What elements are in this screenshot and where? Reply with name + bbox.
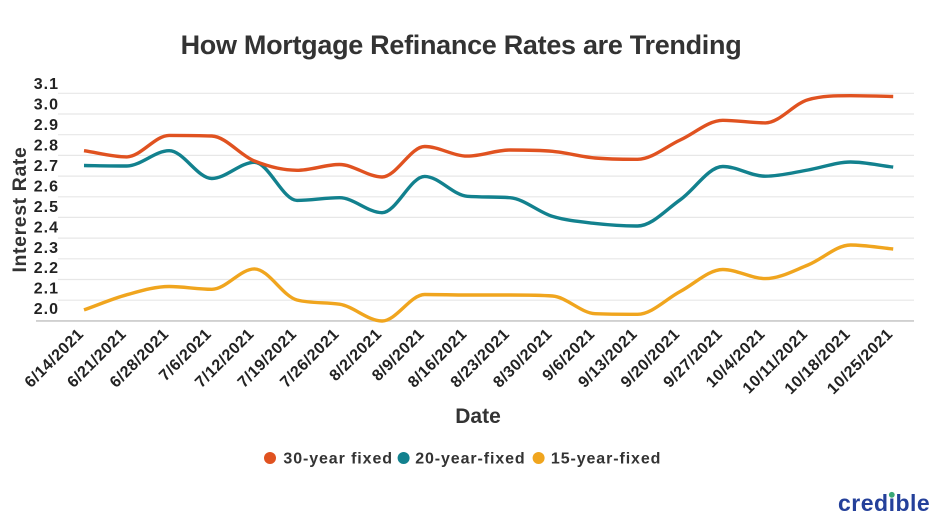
svg-text:How Mortgage Refinance Rates a: How Mortgage Refinance Rates are Trendin… (181, 30, 742, 60)
svg-text:2.5: 2.5 (34, 199, 59, 216)
svg-text:2.2: 2.2 (34, 260, 59, 277)
svg-text:2.8: 2.8 (34, 138, 59, 155)
svg-text:Date: Date (455, 405, 501, 428)
svg-text:2.4: 2.4 (34, 219, 59, 236)
svg-text:15-year-fixed: 15-year-fixed (551, 451, 661, 468)
svg-text:20-year-fixed: 20-year-fixed (415, 451, 525, 468)
svg-text:2.9: 2.9 (34, 117, 59, 134)
svg-text:2.3: 2.3 (34, 240, 59, 257)
svg-text:30-year fixed: 30-year fixed (283, 451, 393, 468)
svg-text:credıble: credıble (838, 490, 930, 516)
svg-text:2.0: 2.0 (34, 301, 59, 318)
svg-text:3.0: 3.0 (34, 97, 59, 114)
svg-text:2.1: 2.1 (34, 281, 59, 298)
svg-text:2.6: 2.6 (34, 178, 59, 195)
svg-text:Interest Rate: Interest Rate (9, 147, 31, 273)
svg-text:2.7: 2.7 (34, 158, 59, 175)
svg-text:3.1: 3.1 (34, 76, 59, 93)
